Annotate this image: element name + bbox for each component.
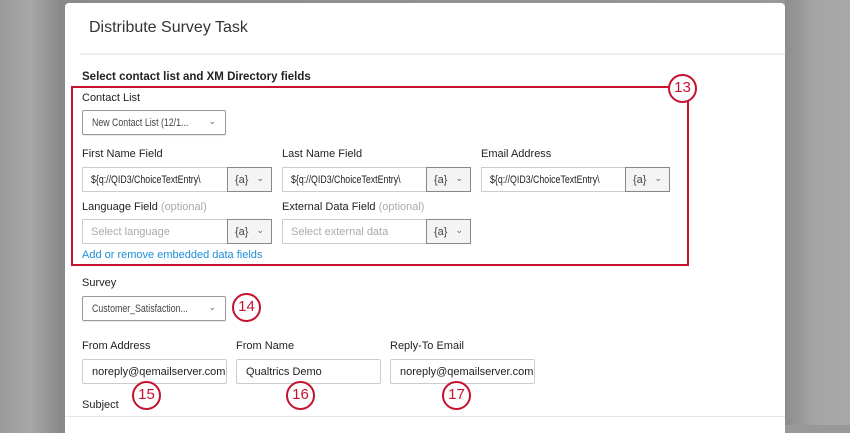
piped-text-icon: {a}: [235, 226, 249, 238]
language-piped-text-button[interactable]: {a} ⌄: [227, 219, 272, 244]
chevron-down-icon: ⌄: [654, 173, 662, 183]
chevron-down-icon: ⌄: [256, 173, 264, 183]
first-name-value: ${q://QID3/ChoiceTextEntry\: [91, 174, 201, 186]
external-piped-text-button[interactable]: {a} ⌄: [426, 219, 471, 244]
callout-13: 13: [668, 74, 697, 103]
chevron-down-icon: ⌄: [455, 225, 463, 235]
first-name-input[interactable]: ${q://QID3/ChoiceTextEntry\: [82, 167, 227, 192]
last-name-input[interactable]: ${q://QID3/ChoiceTextEntry\: [282, 167, 427, 192]
email-input[interactable]: ${q://QID3/ChoiceTextEntry\: [481, 167, 626, 192]
contact-list-value: New Contact List (12/1...: [92, 117, 189, 129]
email-label: Email Address: [481, 148, 552, 160]
callout-14: 14: [232, 293, 261, 322]
from-name-input[interactable]: Qualtrics Demo: [236, 359, 381, 384]
from-address-label: From Address: [82, 340, 151, 352]
piped-text-icon: {a}: [235, 174, 249, 186]
footer-divider: [65, 416, 785, 417]
external-data-label: External Data Field (optional): [282, 201, 424, 213]
subject-label: Subject: [82, 399, 119, 411]
last-name-piped-text-button[interactable]: {a} ⌄: [426, 167, 471, 192]
piped-text-icon: {a}: [633, 174, 647, 186]
callout-17: 17: [442, 381, 471, 410]
callout-16: 16: [286, 381, 315, 410]
last-name-value: ${q://QID3/ChoiceTextEntry\: [291, 174, 401, 186]
chevron-down-icon: ⌄: [208, 302, 216, 312]
distribute-survey-dialog: Distribute Survey Task Select contact li…: [65, 3, 785, 433]
survey-label: Survey: [82, 277, 117, 289]
optional-label: (optional): [160, 201, 207, 213]
piped-text-icon: {a}: [434, 174, 448, 186]
survey-value: Customer_Satisfaction...: [92, 303, 188, 315]
survey-select[interactable]: Customer_Satisfaction... ⌄: [82, 296, 226, 321]
chevron-down-icon: ⌄: [256, 225, 264, 235]
contact-list-label: Contact List: [82, 92, 141, 104]
first-name-piped-text-button[interactable]: {a} ⌄: [227, 167, 272, 192]
callout-box-13: [71, 86, 689, 266]
chevron-down-icon: ⌄: [455, 173, 463, 183]
email-piped-text-button[interactable]: {a} ⌄: [625, 167, 670, 192]
reply-to-label: Reply-To Email: [390, 340, 464, 352]
language-label-text: Language Field: [82, 201, 158, 213]
header-divider: [80, 53, 785, 55]
piped-text-icon: {a}: [434, 226, 448, 238]
chevron-down-icon: ⌄: [208, 116, 216, 126]
optional-label: (optional): [378, 201, 425, 213]
first-name-label: First Name Field: [82, 148, 163, 160]
external-data-input[interactable]: Select external data: [282, 219, 427, 244]
section-title: Select contact list and XM Directory fie…: [82, 71, 311, 83]
from-name-label: From Name: [236, 340, 295, 352]
email-value: ${q://QID3/ChoiceTextEntry\: [490, 174, 600, 186]
dialog-title: Distribute Survey Task: [89, 19, 248, 36]
embedded-data-link[interactable]: Add or remove embedded data fields: [82, 249, 263, 261]
external-label-text: External Data Field: [282, 201, 376, 213]
callout-15: 15: [132, 381, 161, 410]
language-label: Language Field (optional): [82, 201, 207, 213]
reply-to-input[interactable]: noreply@qemailserver.com: [390, 359, 535, 384]
from-address-input[interactable]: noreply@qemailserver.com: [82, 359, 227, 384]
contact-list-select[interactable]: New Contact List (12/1... ⌄: [82, 110, 226, 135]
last-name-label: Last Name Field: [282, 148, 363, 160]
background-right: [785, 0, 850, 425]
language-input[interactable]: Select language: [82, 219, 227, 244]
